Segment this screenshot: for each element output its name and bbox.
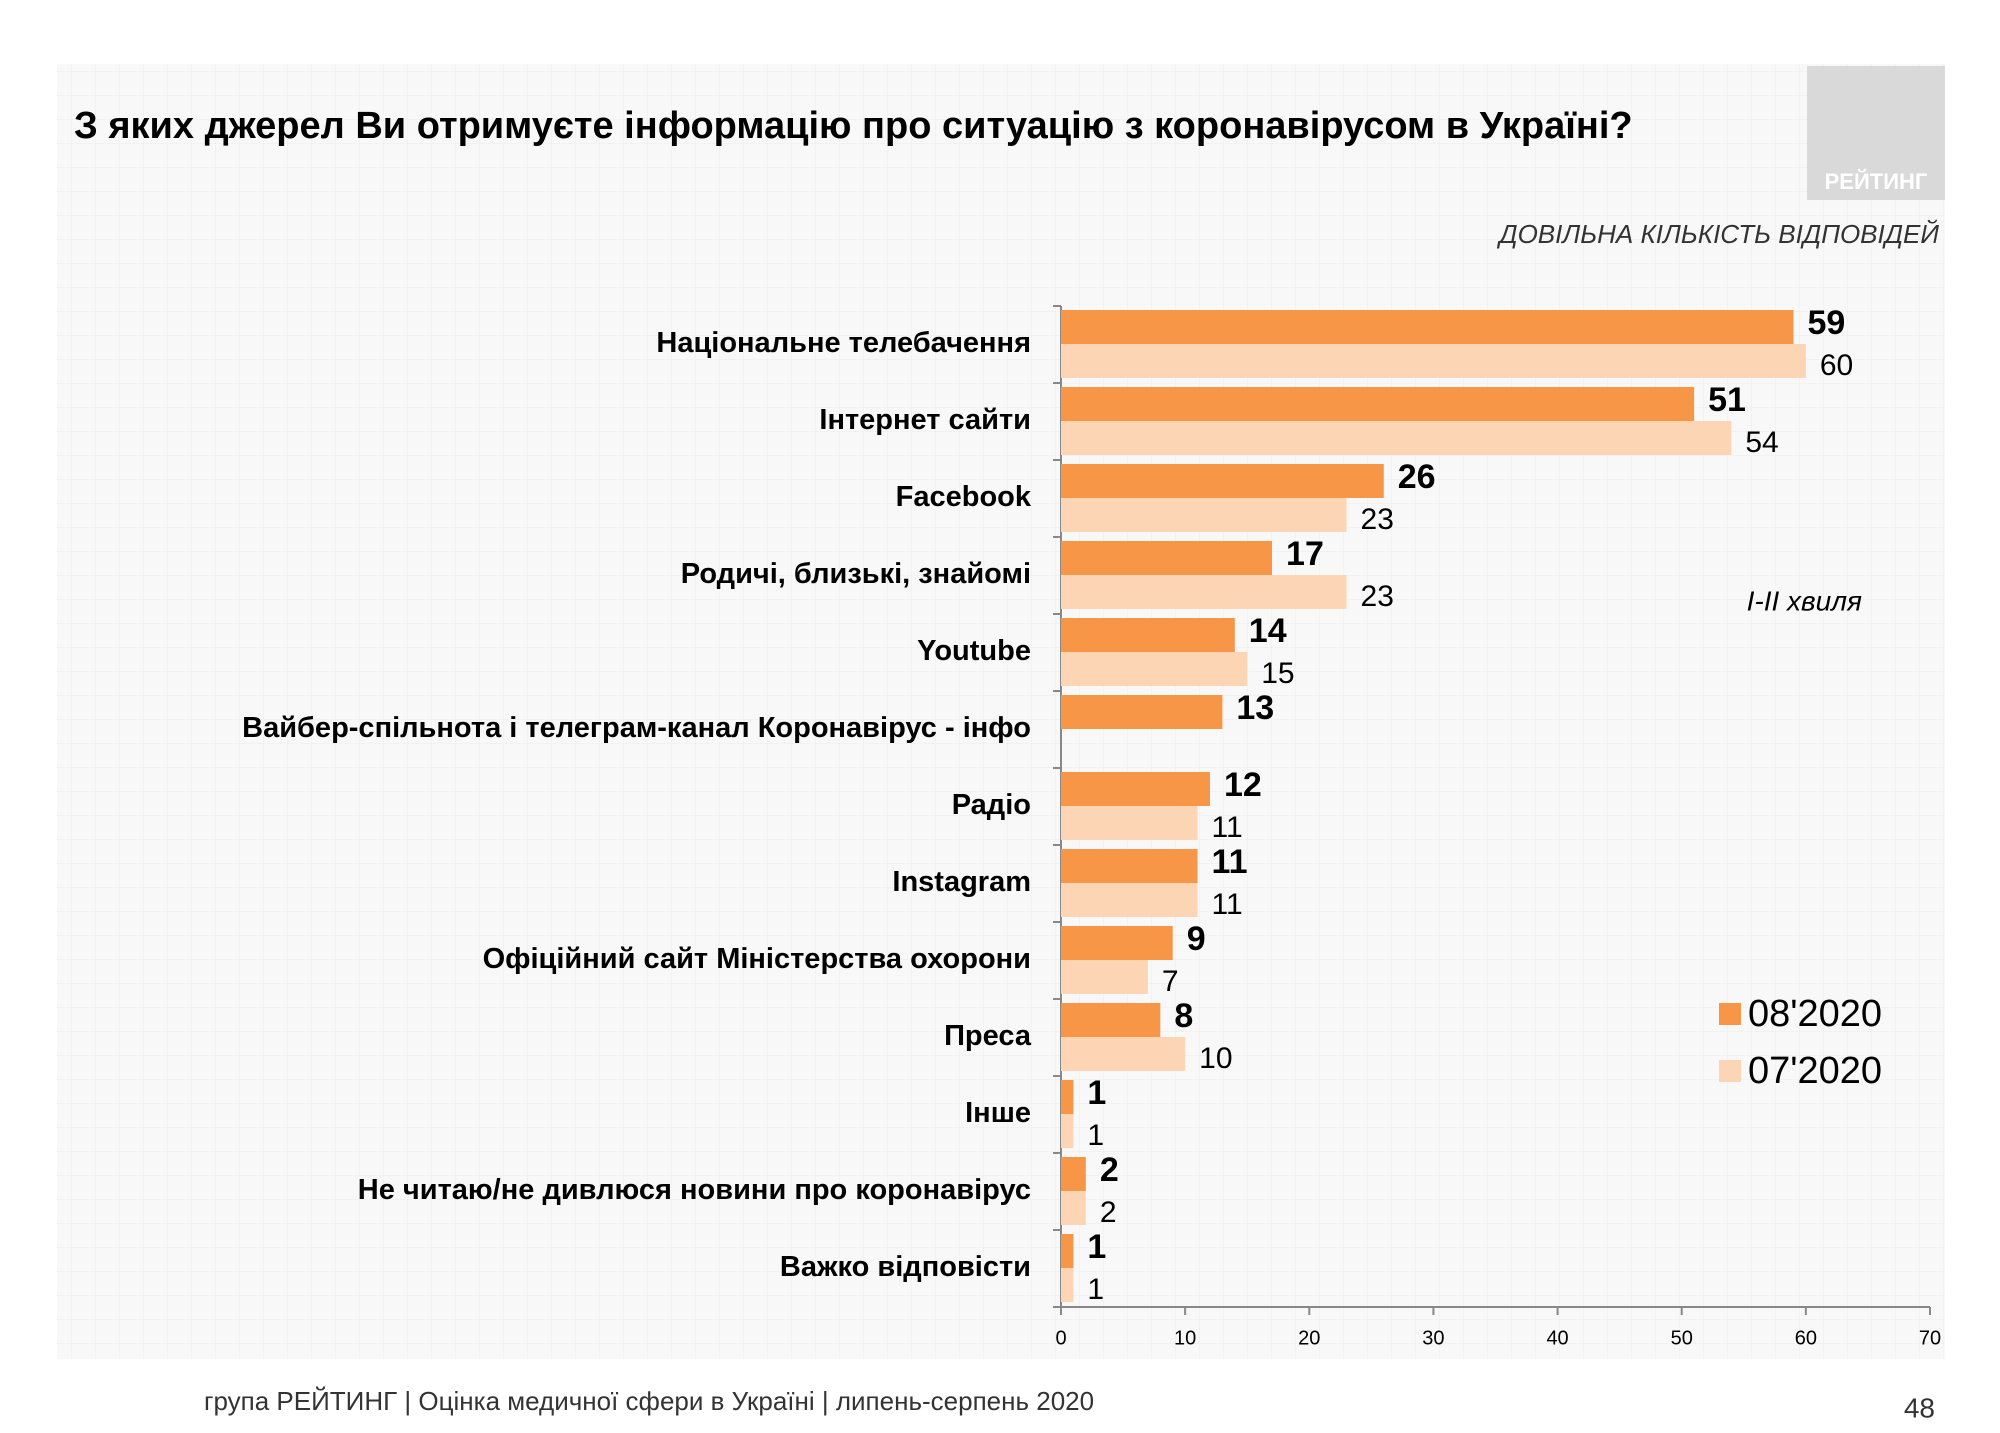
bar: [1061, 541, 1273, 575]
bar: [1061, 618, 1235, 652]
bar: [1061, 421, 1732, 455]
bar: [1061, 849, 1198, 883]
value-label: 10: [1199, 1042, 1232, 1075]
footer: група РЕЙТИНГ | Оцінка медичної сфери в …: [204, 1386, 1094, 1416]
bar: [1061, 1234, 1074, 1268]
bar: [1061, 1003, 1161, 1037]
legend-swatch: [1719, 1060, 1741, 1082]
value-label: 59: [1807, 304, 1845, 342]
category-label: Інше: [965, 1097, 1031, 1129]
bar: [1061, 1037, 1186, 1071]
legend-swatch: [1719, 1003, 1741, 1025]
value-label: 13: [1236, 689, 1274, 727]
value-label: 8: [1174, 997, 1193, 1035]
x-tick-label: 60: [1795, 1327, 1817, 1349]
category-label: Не читаю/не дивлюся новини про коронавір…: [358, 1174, 1031, 1206]
category-label: Родичі, близькі, знайомі: [681, 558, 1031, 590]
x-tick-label: 40: [1546, 1327, 1568, 1349]
category-label: Національне телебачення: [656, 327, 1031, 359]
value-label: 12: [1224, 766, 1262, 804]
category-label: Преса: [944, 1020, 1032, 1052]
bar: [1061, 806, 1198, 840]
x-tick-label: 50: [1671, 1327, 1693, 1349]
value-label: 54: [1745, 426, 1778, 459]
value-label: 7: [1162, 965, 1179, 998]
value-label: 2: [1100, 1151, 1119, 1189]
annotation: I-II хвиля: [1747, 585, 1862, 616]
x-tick-label: 70: [1919, 1327, 1941, 1349]
bar: [1061, 387, 1695, 421]
x-tick-label: 20: [1298, 1327, 1320, 1349]
bar: [1061, 1114, 1074, 1148]
bar: [1061, 464, 1384, 498]
legend-label: 07'2020: [1748, 1050, 1882, 1092]
value-label: 1: [1087, 1228, 1106, 1266]
category-label: Інтернет сайти: [819, 404, 1031, 436]
value-label: 11: [1212, 843, 1248, 881]
logo-box: [1807, 66, 1945, 200]
category-label: Facebook: [896, 481, 1032, 513]
bar: [1061, 652, 1248, 686]
value-label: 2: [1100, 1196, 1117, 1229]
bar: [1061, 883, 1198, 917]
page-number: 48: [1904, 1392, 1935, 1423]
category-label: Важко відповісти: [780, 1251, 1031, 1283]
category-label: Instagram: [892, 866, 1031, 898]
chart-title: З яких джерел Ви отримуєте інформацію пр…: [74, 105, 1633, 147]
logo: РЕЙТИНГ: [1825, 169, 1928, 194]
bar: [1061, 498, 1347, 532]
bar: [1061, 695, 1223, 729]
bar: [1061, 344, 1806, 378]
bar: [1061, 1191, 1086, 1225]
value-label: 15: [1261, 657, 1294, 690]
category-label: Вайбер-спільнота і телеграм-канал Корона…: [242, 712, 1031, 744]
bar: [1061, 1268, 1074, 1302]
bar: [1061, 960, 1148, 994]
x-tick-label: 30: [1422, 1327, 1444, 1349]
category-label: Youtube: [917, 635, 1031, 667]
value-label: 11: [1212, 888, 1243, 921]
bar: [1061, 310, 1794, 344]
value-label: 9: [1187, 920, 1206, 958]
legend-label: 08'2020: [1748, 993, 1882, 1035]
value-label: 51: [1708, 381, 1746, 419]
x-tick-label: 0: [1055, 1327, 1066, 1349]
value-label: 60: [1820, 349, 1853, 382]
bar: [1061, 926, 1173, 960]
x-tick-label: 10: [1174, 1327, 1196, 1349]
value-label: 17: [1286, 535, 1324, 573]
value-label: 26: [1398, 458, 1436, 496]
bar: [1061, 772, 1210, 806]
value-label: 1: [1087, 1273, 1104, 1306]
value-label: 1: [1087, 1119, 1104, 1152]
value-label: 14: [1249, 612, 1287, 650]
value-label: 23: [1361, 503, 1394, 536]
bar: [1061, 575, 1347, 609]
category-label: Радіо: [952, 789, 1031, 821]
category-label: Офіційний сайт Міністерства охорони: [483, 943, 1031, 975]
bar: [1061, 1080, 1074, 1114]
value-label: 11: [1212, 811, 1243, 844]
subtitle: ДОВІЛЬНА КІЛЬКІСТЬ ВІДПОВІДЕЙ: [1496, 219, 1939, 249]
background: [57, 64, 1945, 1359]
value-label: 1: [1087, 1074, 1106, 1112]
bar: [1061, 1157, 1086, 1191]
value-label: 23: [1361, 580, 1394, 613]
